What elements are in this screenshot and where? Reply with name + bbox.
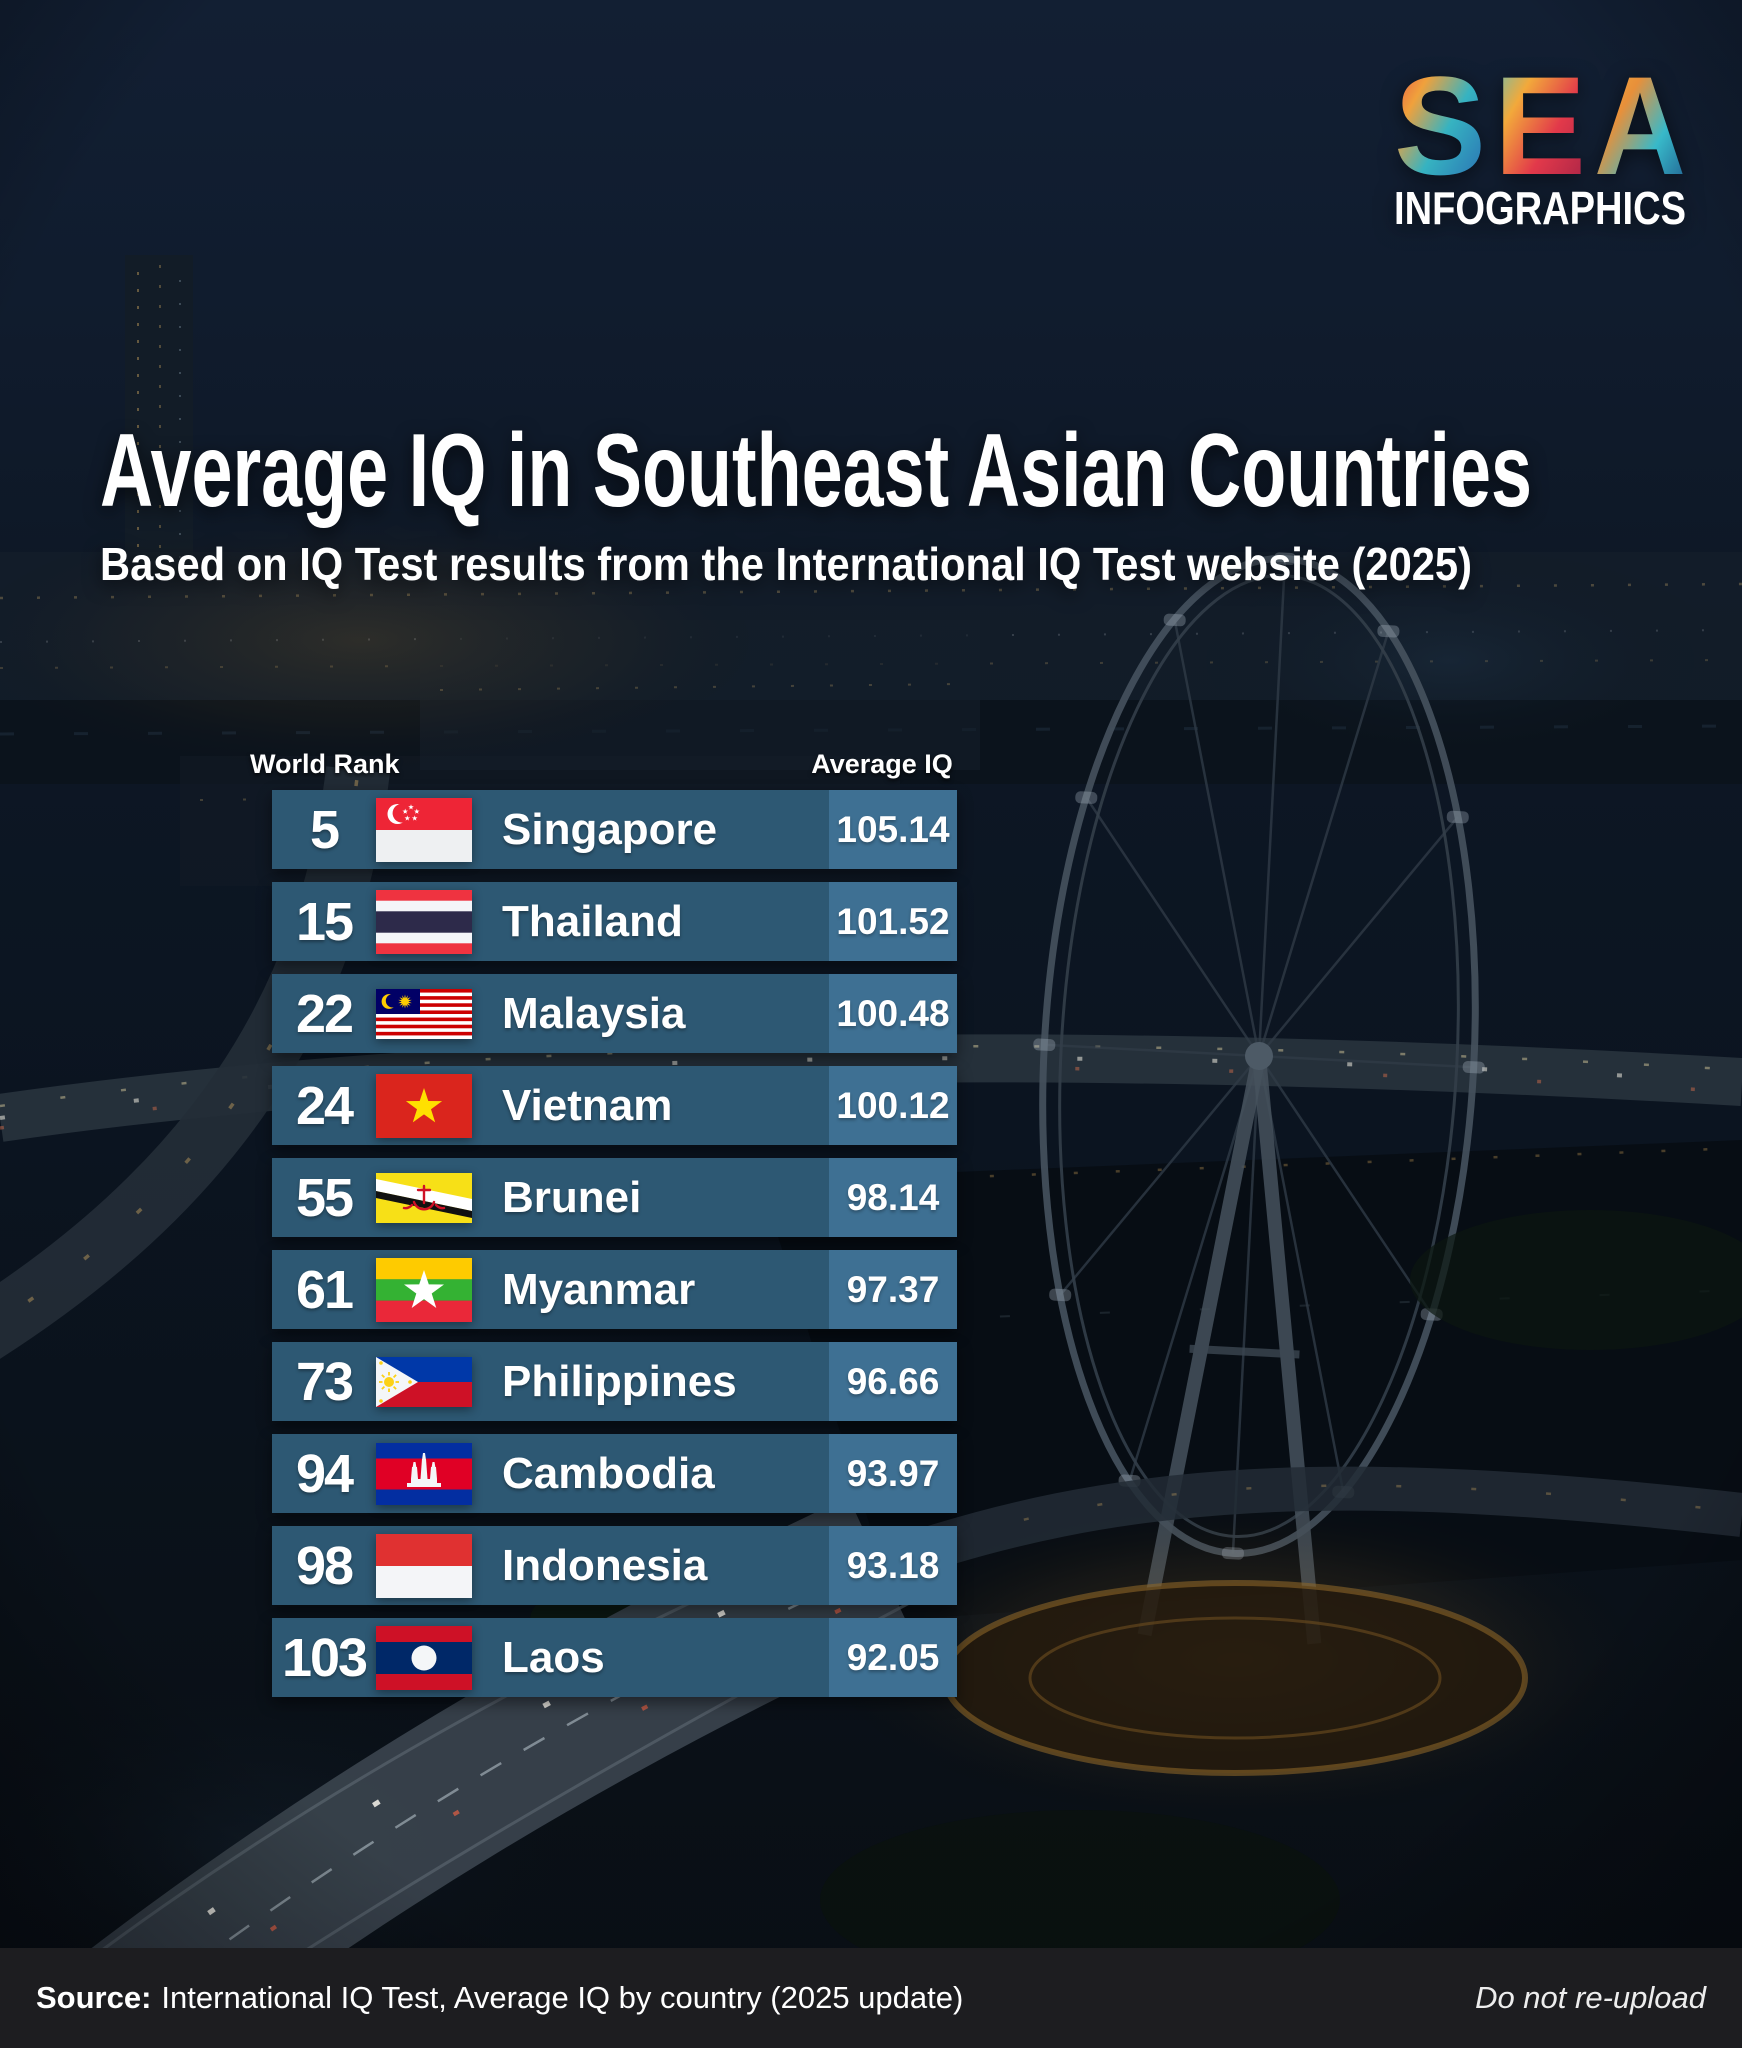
- country-flag-icon-my: [376, 988, 472, 1039]
- country-name: Indonesia: [502, 1540, 708, 1590]
- average-iq-value: 92.05: [829, 1618, 957, 1697]
- world-rank-value: 15: [295, 891, 354, 952]
- average-iq-header: Average IQ: [811, 749, 953, 779]
- world-rank-value: 73: [295, 1351, 354, 1412]
- table-row: 5 Singapore 105.14: [272, 790, 957, 869]
- country-name: Laos: [502, 1632, 605, 1682]
- table-row: 22 Malaysia 100.48: [272, 974, 957, 1053]
- country-name: Malaysia: [502, 988, 686, 1038]
- logo-letter-e: E: [1494, 56, 1586, 204]
- table-row: 61 Myanmar 97.37: [272, 1250, 957, 1329]
- world-rank-value: 55: [295, 1167, 354, 1228]
- country-flag-icon-id: [376, 1533, 472, 1598]
- footer-bar: Source: International IQ Test, Average IQ…: [0, 1948, 1742, 2048]
- country-name: Vietnam: [502, 1080, 673, 1130]
- world-rank-value: 103: [281, 1627, 368, 1688]
- table-row: 73 Philippines 96.66: [272, 1342, 957, 1421]
- source-label: Source:: [36, 1980, 152, 2015]
- table-row: 98 Indonesia 93.18: [272, 1526, 957, 1605]
- world-rank-value: 98: [295, 1535, 354, 1596]
- table-row: 103 Laos 92.05: [272, 1618, 957, 1697]
- average-iq-value: 100.12: [829, 1066, 957, 1145]
- title-block: Average IQ in Southeast Asian Countries …: [100, 413, 1532, 590]
- average-iq-value: 105.14: [829, 790, 957, 869]
- country-name: Brunei: [502, 1172, 642, 1222]
- world-rank-value: 22: [295, 983, 354, 1044]
- average-iq-value: 93.18: [829, 1526, 957, 1605]
- table-row: 24 Vietnam 100.12: [272, 1066, 957, 1145]
- world-rank-value: 61: [295, 1259, 354, 1320]
- country-flag-icon-la: [376, 1625, 472, 1690]
- average-iq-value: 96.66: [829, 1342, 957, 1421]
- source-text: Source: International IQ Test, Average IQ…: [36, 1980, 963, 2016]
- average-iq-value: 98.14: [829, 1158, 957, 1237]
- country-flag-icon-sg: [376, 797, 472, 862]
- country-name: Singapore: [502, 804, 718, 854]
- table-rows: 5 Singapore 105.14 15 Thailand 101.52 22…: [272, 790, 957, 1697]
- country-flag-icon-th: [376, 889, 472, 954]
- country-name: Myanmar: [502, 1264, 696, 1314]
- average-iq-value: 93.97: [829, 1434, 957, 1513]
- world-rank-header: World Rank: [250, 749, 400, 779]
- sea-infographics-logo: S E A INFOGRAPHICS: [1394, 56, 1686, 234]
- country-flag-icon-ph: [376, 1356, 472, 1407]
- source-detail: International IQ Test, Average IQ by cou…: [161, 1980, 964, 2015]
- world-rank-value: 94: [295, 1443, 354, 1504]
- country-name: Cambodia: [502, 1448, 715, 1498]
- country-flag-icon-bn: [376, 1172, 472, 1223]
- country-name: Thailand: [502, 896, 683, 946]
- country-flag-icon-vn: [376, 1073, 472, 1138]
- do-not-reupload-note: Do not re-upload: [1475, 1980, 1706, 2015]
- country-flag-icon-mm: [376, 1257, 472, 1322]
- iq-ranking-table: World Rank Average IQ 5 Singapore 105.14…: [250, 749, 957, 1710]
- table-header: World Rank Average IQ: [250, 749, 957, 780]
- world-rank-value: 24: [295, 1075, 354, 1136]
- logo-letter-a: A: [1594, 56, 1686, 204]
- country-name: Philippines: [502, 1356, 737, 1406]
- table-row: 94 Cambodia 93.97: [272, 1434, 957, 1513]
- average-iq-value: 100.48: [829, 974, 957, 1053]
- page-subtitle: Based on IQ Test results from the Intern…: [100, 538, 1472, 590]
- page-title: Average IQ in Southeast Asian Countries: [100, 413, 1532, 529]
- table-row: 55 Brunei 98.14: [272, 1158, 957, 1237]
- world-rank-value: 5: [309, 799, 340, 860]
- average-iq-value: 101.52: [829, 882, 957, 961]
- logo-subtitle: INFOGRAPHICS: [1394, 182, 1686, 234]
- logo-letter-s: S: [1394, 56, 1486, 204]
- average-iq-value: 97.37: [829, 1250, 957, 1329]
- country-flag-icon-kh: [376, 1442, 472, 1505]
- table-row: 15 Thailand 101.52: [272, 882, 957, 961]
